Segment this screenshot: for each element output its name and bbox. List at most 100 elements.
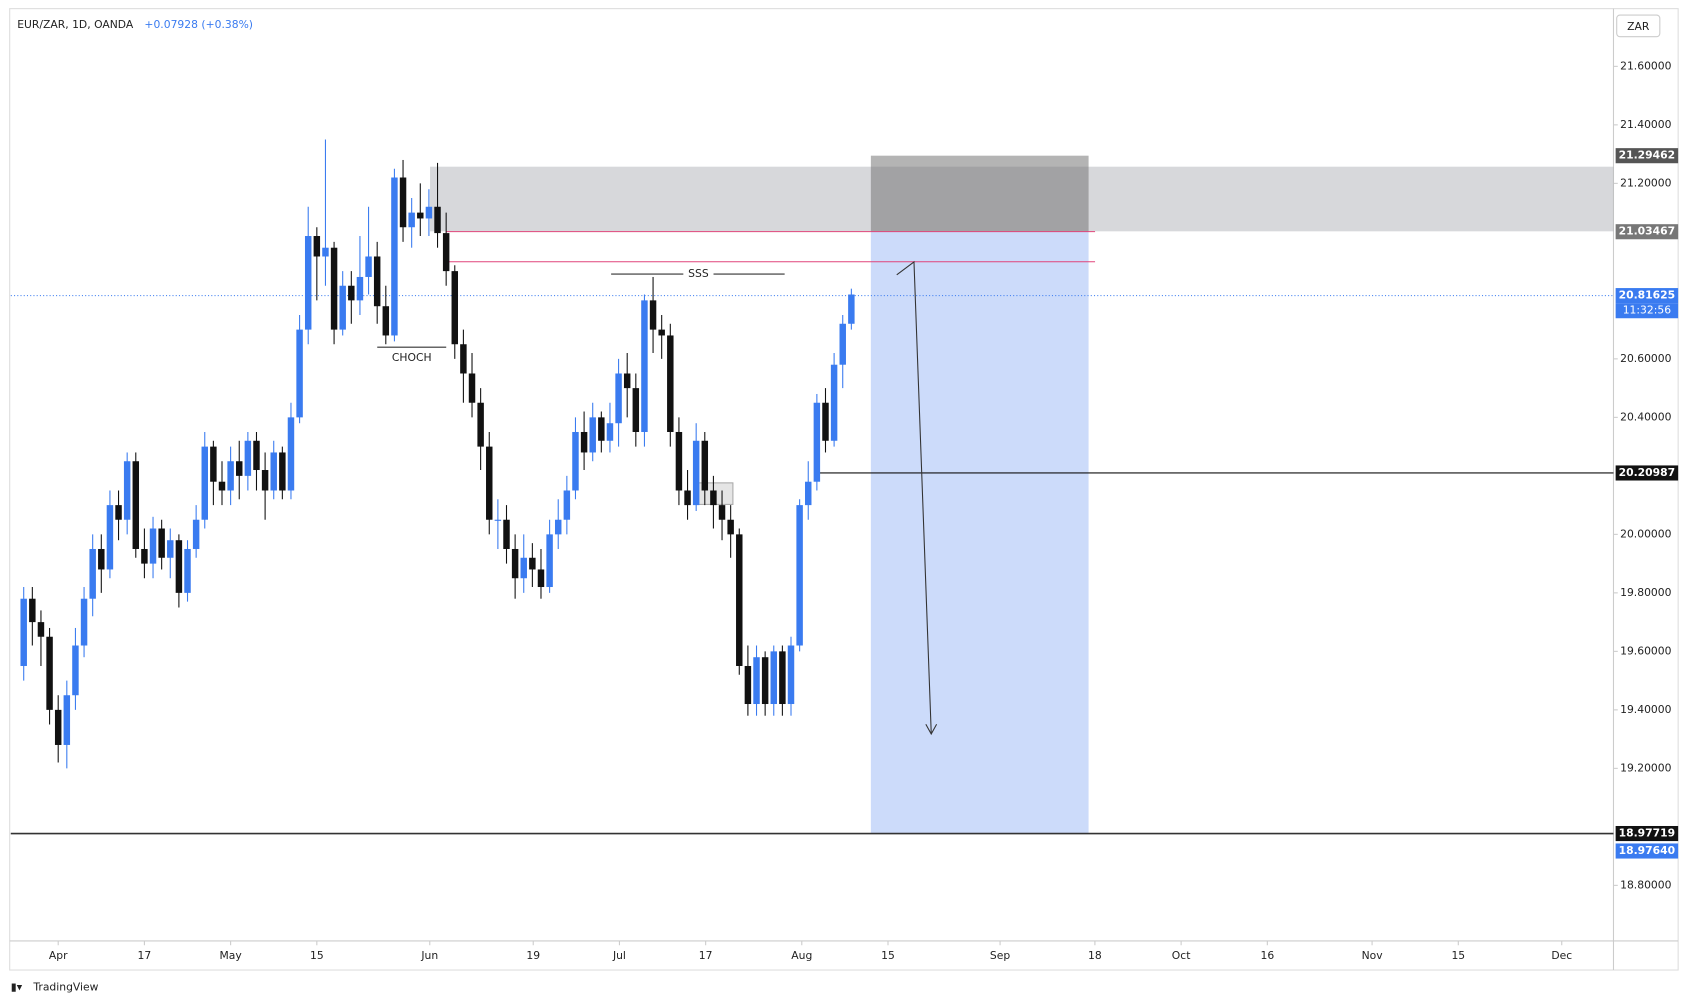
candle-body — [425, 206, 433, 219]
candle-body — [563, 490, 571, 520]
chart-frame — [9, 8, 1679, 971]
candle-body — [408, 212, 415, 228]
candle-body — [546, 534, 553, 588]
candle-body — [684, 490, 691, 506]
candle-body — [330, 247, 338, 330]
candle-body — [460, 344, 467, 374]
x-tick-label: Dec — [1551, 949, 1572, 962]
candle-body — [641, 300, 648, 432]
candle-body — [115, 505, 122, 520]
candle-body — [365, 256, 372, 277]
candle-body — [753, 657, 760, 705]
price-badge — [1615, 825, 1679, 842]
x-tick-label: 18 — [1088, 949, 1102, 962]
candle-body — [236, 461, 243, 476]
price-badge — [1615, 148, 1679, 164]
x-tick-label: 15 — [881, 949, 895, 962]
y-tick-label: 20.00000 — [1620, 527, 1672, 540]
candle-body — [373, 256, 381, 307]
candle-body — [304, 236, 312, 330]
candle-body — [822, 402, 829, 441]
stop-zone — [870, 155, 1089, 232]
candle-body — [589, 417, 596, 453]
change: +0.07928 (+0.38%) — [144, 18, 253, 31]
candle-body — [710, 490, 717, 506]
candle-body — [227, 461, 234, 491]
candle-body — [511, 548, 519, 579]
price-badge-label: 18.97719 — [1619, 827, 1676, 840]
candle-body — [106, 505, 114, 570]
projection-arrow — [896, 260, 932, 733]
candle-body — [796, 505, 803, 646]
candle-body — [89, 548, 96, 599]
candle-body — [356, 276, 364, 301]
price-badge — [1615, 224, 1679, 240]
price-badge-label: 21.29462 — [1619, 149, 1676, 162]
x-tick-label: 15 — [1451, 949, 1465, 962]
x-tick-label: 17 — [699, 949, 713, 962]
candle-body — [632, 388, 640, 432]
arrow-head — [925, 724, 938, 736]
candle-body — [554, 519, 562, 535]
candle-body — [192, 519, 200, 549]
candle-body — [201, 446, 208, 520]
candle-body — [313, 236, 321, 257]
candle-body — [830, 364, 838, 441]
price-badge-label: 20.81625 — [1619, 289, 1676, 302]
x-tick-label: Nov — [1362, 949, 1384, 962]
candle-body — [718, 505, 726, 520]
x-tick-label: 15 — [310, 949, 324, 962]
x-tick-label: Oct — [1172, 949, 1191, 962]
countdown: 11:32:56 — [1623, 304, 1672, 317]
candle-body — [20, 598, 27, 666]
candle-body — [667, 335, 674, 432]
countdown-badge — [1615, 303, 1679, 319]
candle-body — [253, 440, 260, 471]
candle-body — [279, 452, 286, 491]
candle-body — [72, 645, 79, 696]
x-tick-label: Apr — [49, 949, 68, 962]
candle-body — [80, 598, 88, 646]
x-tick-label: 17 — [138, 949, 152, 962]
candle-body — [29, 598, 36, 623]
candle-body — [63, 695, 71, 745]
logo-mark: ▮▾ — [11, 980, 23, 993]
candle-body — [779, 651, 786, 705]
candle-body — [46, 636, 53, 710]
candle-body — [606, 423, 614, 441]
candle-body — [382, 306, 390, 336]
candle-body — [701, 440, 709, 491]
candle-body — [537, 569, 545, 588]
candle-body — [761, 657, 769, 705]
target-zone — [870, 231, 1089, 834]
candle-body — [149, 528, 157, 564]
choch-label: CHOCH — [392, 351, 432, 364]
price-badge-label: 21.03467 — [1619, 225, 1676, 238]
sss-label-bg — [683, 267, 714, 281]
x-tick-label: Jun — [420, 949, 438, 962]
price-badge-label: 18.97640 — [1619, 844, 1676, 857]
candle-body — [451, 271, 459, 345]
candle-body — [813, 402, 821, 482]
candle-body — [805, 481, 812, 506]
x-tick-label: Jul — [612, 949, 626, 962]
currency: ZAR — [1627, 20, 1650, 33]
candle-body — [158, 528, 165, 558]
candle-body — [692, 440, 700, 506]
candle-body — [434, 206, 441, 234]
candle-body — [623, 373, 631, 389]
candle-body — [244, 440, 252, 476]
candle-body — [175, 540, 183, 593]
candle-body — [736, 534, 743, 666]
watermark: TradingView — [32, 980, 98, 993]
x-tick-label: 19 — [526, 949, 540, 962]
price-badge-label: 20.20987 — [1619, 466, 1676, 479]
candle-body — [54, 709, 62, 745]
candle-body — [348, 285, 355, 301]
y-tick-label: 21.20000 — [1620, 176, 1672, 189]
x-tick-label: Aug — [791, 949, 812, 962]
candle-body — [167, 540, 174, 558]
y-tick-label: 19.80000 — [1620, 586, 1672, 599]
y-tick-label: 21.60000 — [1620, 59, 1672, 72]
